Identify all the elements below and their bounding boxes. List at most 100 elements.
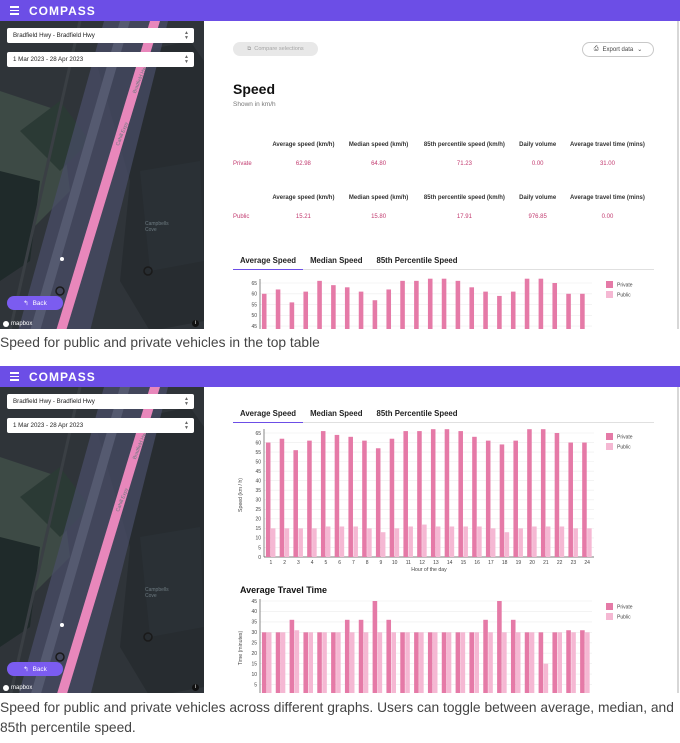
y-tick-label: 60 [251,292,257,298]
private-bar [362,440,367,557]
map-canvas[interactable] [0,387,204,693]
x-tick-label: 24 [584,560,590,566]
private-bar [400,632,405,693]
map-canvas[interactable] [0,21,204,329]
app-logo: COMPASS [29,369,96,384]
menu-icon[interactable] [2,366,26,387]
public-bar [312,528,317,557]
y-tick-label: 5 [254,682,257,688]
mapbox-logo-icon [3,685,9,691]
scrollbar[interactable] [677,387,679,693]
private-bar [566,630,571,693]
private-bar [427,278,433,329]
select-chevron-icon: ▲ ▼ [184,30,189,41]
y-tick-label: 60 [255,440,261,446]
tab-85th-percentile-speed[interactable]: 85th Percentile Speed [376,256,458,265]
public-bar [377,632,383,693]
header-average-speed: Average speed (km/h) [272,142,335,148]
public-bar [322,632,327,693]
caption-top: Speed for public and private vehicles in… [0,335,320,350]
private-bar [540,429,546,557]
tab-median-speed[interactable]: Median Speed [310,409,363,418]
y-tick-label: 40 [255,478,261,484]
average-travel-time-chart: 051015202530354045Time (minutes)PrivateP… [238,599,633,693]
legend-swatch-public [606,613,613,620]
date-range-select[interactable]: 1 Mar 2023 - 28 Apr 2023 ▲ ▼ [7,52,194,67]
info-icon[interactable]: i [192,684,199,691]
private-bar [289,619,295,693]
public-bar [353,526,358,557]
back-button[interactable]: ↰ Back [7,662,63,676]
select-chevron-icon: ▲ ▼ [184,420,189,431]
public-bar [490,528,496,557]
tab-85th-percentile-speed[interactable]: 85th Percentile Speed [376,409,458,418]
cell-value: 976.85 [528,214,547,220]
private-bar [499,444,505,557]
header-median-speed: Median speed (km/h) [348,195,409,201]
back-button-label: Back [32,665,47,673]
legend-swatch-private [606,281,613,288]
private-bar [372,300,378,329]
header-daily-volume: Daily volume [519,142,557,148]
x-tick-label: 19 [516,560,522,566]
y-tick-label: 20 [255,517,261,523]
legend-label-public: Public [617,293,631,299]
public-bar [367,528,372,557]
back-button[interactable]: ↰ Back [7,296,63,310]
map-panel[interactable]: Cahill Expy Bradfield Hwy Campbells Cove… [0,387,204,693]
private-bar [375,448,381,557]
row-label-public: Public [233,214,250,220]
road-select[interactable]: Bradfield Hwy - Bradfield Hwy ▲ ▼ [7,394,194,409]
mapbox-attribution[interactable]: mapbox [3,321,32,327]
private-bar [510,291,516,329]
cell-value: 31.00 [599,161,615,167]
header-average-speed: Average speed (km/h) [272,195,335,201]
tab-average-speed[interactable]: Average Speed [233,254,304,270]
private-bar [303,291,309,329]
export-data-button[interactable]: ⎙ Export data ⌄ [582,42,654,57]
top-bar: COMPASS [0,366,680,387]
app-logo: COMPASS [29,3,96,18]
map-panel[interactable]: Cahill Expy Bradfield Hwy Campbells Cove… [0,21,204,329]
private-bar [441,632,447,693]
public-bar [587,528,592,557]
info-icon[interactable]: i [192,320,199,327]
back-arrow-icon: ↰ [23,300,29,307]
public-bar [571,632,576,693]
public-bar [294,630,300,693]
public-bar [463,526,468,557]
private-bar [580,630,585,693]
public-bar [280,632,286,693]
menu-icon[interactable] [2,0,26,21]
y-tick-label: 25 [255,507,261,513]
x-tick-label: 16 [474,560,480,566]
private-bar [303,632,309,693]
table-row: Public 15.21 15.80 17.91 976.85 0.00 [233,210,653,224]
date-range-value: 1 Mar 2023 - 28 Apr 2023 [13,56,84,63]
scrollbar[interactable] [677,21,679,329]
private-bar [524,632,530,693]
road-select[interactable]: Bradfield Hwy - Bradfield Hwy ▲ ▼ [7,28,194,43]
public-bar [515,632,521,693]
legend-swatch-private [606,433,613,440]
legend-swatch-public [606,443,613,450]
private-bar [400,280,405,329]
compare-selections-button[interactable]: ⧉ Compare selections [233,42,318,56]
tab-median-speed[interactable]: Median Speed [310,256,363,265]
private-bar [538,632,544,693]
mapbox-label: mapbox [11,685,33,691]
legend-label-private: Private [617,605,633,611]
private-bar [317,632,322,693]
row-label-private: Private [233,161,252,167]
legend-label-private: Private [617,283,633,289]
date-range-select[interactable]: 1 Mar 2023 - 28 Apr 2023 ▲ ▼ [7,418,194,433]
y-tick-label: 15 [251,661,257,667]
back-button-label: Back [32,299,47,307]
mapbox-attribution[interactable]: mapbox [3,685,32,691]
tab-average-speed[interactable]: Average Speed [233,407,304,423]
private-bar [427,632,433,693]
header-85th-speed: 85th percentile speed (km/h) [423,195,505,201]
x-tick-label: 10 [392,560,398,566]
public-bar [573,528,578,557]
mapbox-logo-icon [3,321,9,327]
